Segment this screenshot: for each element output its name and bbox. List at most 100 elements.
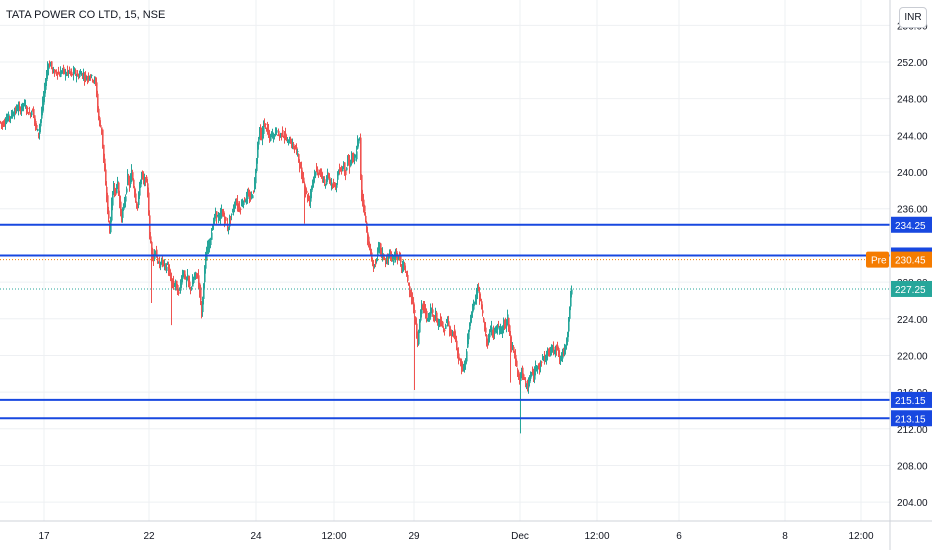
candle-body	[567, 335, 569, 342]
candle-body	[232, 209, 234, 212]
candle-body	[36, 124, 38, 128]
candle-body	[74, 70, 76, 74]
candle-body	[343, 166, 345, 168]
candle-body	[374, 264, 376, 267]
candle-body	[170, 274, 172, 279]
candle-body	[457, 349, 459, 353]
candle-body	[471, 311, 473, 317]
candle-body	[227, 223, 229, 231]
candle-body	[222, 212, 224, 214]
candle-body	[69, 68, 71, 72]
candle-body	[147, 183, 149, 192]
x-tick-label: 12:00	[848, 531, 873, 542]
candle-body	[511, 342, 513, 348]
candle-body	[505, 322, 507, 328]
candle-body	[297, 151, 299, 153]
candle-body	[404, 263, 406, 268]
candle-body	[12, 114, 14, 116]
candle-body	[171, 278, 173, 282]
candle-body	[223, 211, 225, 217]
candle-body	[66, 73, 68, 76]
candle-body	[165, 264, 167, 266]
candle-body	[95, 78, 97, 82]
candle-body	[392, 259, 394, 262]
candle-body	[477, 289, 479, 294]
candle-body	[60, 71, 62, 77]
candle-body	[58, 72, 60, 74]
candle-body	[333, 182, 335, 184]
candle-body	[285, 133, 287, 136]
candle-body	[31, 112, 33, 116]
candle-body	[128, 177, 130, 181]
candle-body	[452, 331, 454, 335]
candle-body	[90, 77, 92, 79]
candle-body	[520, 372, 522, 381]
candle-body	[517, 369, 519, 372]
candle-body	[230, 219, 232, 221]
candle-body	[435, 314, 437, 319]
candle-body	[455, 335, 457, 339]
candle-body	[378, 246, 380, 250]
horizontal-levels[interactable]	[0, 223, 890, 420]
candle-body	[566, 340, 568, 346]
candle-body	[172, 279, 174, 284]
candle-body	[248, 193, 250, 195]
candle-body	[400, 254, 402, 263]
candle-body	[447, 320, 449, 326]
candle-body	[17, 109, 19, 111]
candle-body	[485, 327, 487, 333]
candle-body	[550, 347, 552, 352]
candle-body	[51, 61, 53, 67]
candle-body	[445, 324, 447, 329]
candle-body	[21, 108, 23, 112]
candle-body	[415, 317, 417, 325]
candle-body	[525, 381, 527, 385]
candle-body	[469, 323, 471, 330]
candle-body	[267, 125, 269, 130]
candle-body	[115, 188, 117, 195]
candles	[0, 60, 573, 434]
time-axis[interactable]: 17 22 24 12:00 29 Dec 12:00 6 8 12:00	[38, 531, 874, 542]
candle-body	[16, 107, 18, 111]
candle-body	[548, 350, 550, 356]
candle-body	[495, 327, 497, 331]
candle-body	[236, 203, 238, 205]
currency-button[interactable]: INR	[899, 7, 927, 28]
candle-body	[13, 114, 15, 116]
candle-body	[150, 236, 152, 243]
candle-body	[349, 161, 351, 168]
candle-body	[291, 141, 293, 147]
candle-body	[411, 292, 413, 299]
candle-body	[2, 122, 4, 125]
candle-body	[167, 263, 169, 265]
candle-body	[523, 374, 525, 376]
candle-body	[433, 315, 435, 321]
candle-body	[351, 155, 353, 160]
candle-body	[142, 172, 144, 176]
candle-body	[92, 79, 94, 81]
candle-body	[131, 170, 133, 182]
candle-body	[287, 141, 289, 143]
candle-body	[350, 162, 352, 167]
candle-body	[534, 369, 536, 380]
candle-body	[290, 142, 292, 144]
candle-body	[9, 116, 11, 118]
candle-body	[419, 319, 421, 333]
candle-body	[458, 353, 460, 359]
candle-body	[497, 327, 499, 330]
candle-body	[470, 320, 472, 324]
candle-body	[199, 283, 201, 292]
candle-body	[37, 128, 39, 131]
candle-body	[212, 229, 214, 231]
candle-body	[208, 244, 210, 250]
candle-body	[423, 304, 425, 309]
candle-body	[418, 332, 420, 345]
candle-body	[474, 301, 476, 305]
candle-body	[19, 106, 21, 108]
candle-body	[369, 243, 371, 247]
candle-body	[1, 122, 3, 124]
candle-body	[178, 291, 180, 294]
candle-body	[133, 179, 135, 188]
